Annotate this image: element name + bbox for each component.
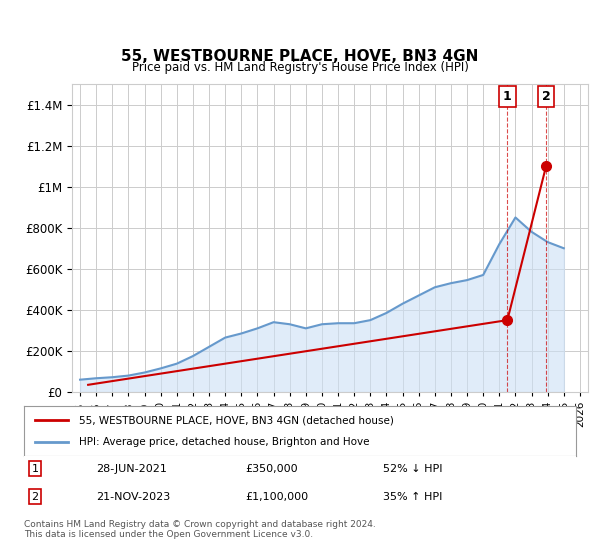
Text: 28-JUN-2021: 28-JUN-2021	[96, 464, 167, 474]
Text: 2: 2	[31, 492, 38, 502]
Text: 1: 1	[32, 464, 38, 474]
Text: £1,100,000: £1,100,000	[245, 492, 308, 502]
Text: 55, WESTBOURNE PLACE, HOVE, BN3 4GN: 55, WESTBOURNE PLACE, HOVE, BN3 4GN	[121, 49, 479, 64]
Text: HPI: Average price, detached house, Brighton and Hove: HPI: Average price, detached house, Brig…	[79, 437, 370, 447]
Text: £350,000: £350,000	[245, 464, 298, 474]
Text: 2: 2	[542, 90, 550, 103]
Text: 55, WESTBOURNE PLACE, HOVE, BN3 4GN (detached house): 55, WESTBOURNE PLACE, HOVE, BN3 4GN (det…	[79, 415, 394, 425]
Text: Price paid vs. HM Land Registry's House Price Index (HPI): Price paid vs. HM Land Registry's House …	[131, 61, 469, 74]
Text: 1: 1	[503, 90, 512, 103]
Text: Contains HM Land Registry data © Crown copyright and database right 2024.
This d: Contains HM Land Registry data © Crown c…	[24, 520, 376, 539]
Text: 21-NOV-2023: 21-NOV-2023	[96, 492, 170, 502]
Text: 35% ↑ HPI: 35% ↑ HPI	[383, 492, 442, 502]
Text: 52% ↓ HPI: 52% ↓ HPI	[383, 464, 442, 474]
